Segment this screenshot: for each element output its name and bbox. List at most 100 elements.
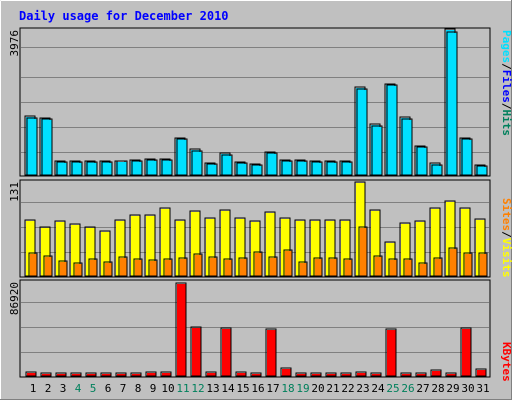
kbytes-bar-outline [85,372,97,377]
kbytes-bar-outline [70,372,82,377]
sites-bar [375,257,382,276]
x-tick-label: 2 [45,382,52,395]
sites-bar [345,260,352,276]
kbytes-bar-outline [130,372,142,377]
visits-bar [131,216,140,276]
sites-bar-outline [313,257,323,277]
sites-bar-outline [208,256,218,277]
visits-bar [221,211,230,276]
visits-bar [26,221,35,276]
x-tick-label: 11 [176,382,189,395]
kbytes-bar-outline [205,371,217,377]
kbytes-bar [387,330,396,376]
files-bar-outline [191,150,203,176]
kbytes-bar-outline [160,371,172,377]
x-tick-label: 25 [386,382,399,395]
visits-bar [371,211,380,276]
kbytes-bar-outline [385,328,397,377]
files-bar [73,163,82,175]
x-tick-label: 1 [30,382,37,395]
kbytes-bar-outline [460,327,472,377]
files-bar [463,140,472,175]
legend-hits: Hits [500,110,512,137]
sites-bar [75,264,82,276]
kbytes-bar [312,374,321,376]
kbytes-bar [462,329,471,376]
x-tick-label: 10 [161,382,174,395]
kbytes-bar [87,374,96,376]
x-tick-label: 3 [60,382,67,395]
x-tick-label: 15 [236,382,249,395]
sites-bar [105,263,112,276]
visits-bar [326,221,335,276]
x-tick-label: 23 [356,382,369,395]
sites-bar-outline [403,258,413,277]
visits-bar [236,219,245,276]
kbytes-bar-outline [145,371,157,377]
x-tick-label: 21 [326,382,339,395]
kbytes-bar [102,374,111,376]
files-bar [58,163,67,175]
kbytes-bar [447,374,456,376]
sites-bar-outline [73,262,83,277]
files-bar-outline [251,164,263,176]
kbytes-bar [57,374,66,376]
files-bar [343,163,352,175]
sites-bar [180,259,187,276]
sites-bar [30,254,37,276]
files-bar [103,163,112,175]
files-bar-outline [56,161,68,176]
kbytes-bar-outline [370,372,382,377]
files-bar [403,120,412,175]
files-bar-outline [116,160,128,176]
kbytes-bar [267,330,276,376]
visits-bar [266,213,275,276]
kbytes-bar-outline [115,372,127,377]
visits-bar [416,222,425,276]
visits-bar [281,219,290,276]
sites-bar [465,254,472,276]
x-tick-label: 30 [461,382,474,395]
files-bar [433,166,442,175]
sites-bar-outline [178,257,188,277]
files-bar [178,140,187,175]
sites-bar-outline [433,257,443,277]
kbytes-bar-outline [235,371,247,377]
sites-bar-outline [58,260,68,277]
kbytes-bar-outline [220,327,232,377]
hits-panel-legend: Pages/Files/Hits [500,30,512,136]
files-bar-outline [401,118,413,176]
sites-bar-outline [43,255,53,277]
kbytes-bar [237,373,246,376]
visits-bar [401,224,410,276]
kbytes-panel [19,279,491,378]
kbytes-bar-outline [190,326,202,377]
files-bar [253,166,262,175]
sites-bar [360,228,367,276]
sites-bar [420,264,427,276]
sites-bar-outline [388,258,398,277]
sites-bar-outline [28,252,38,277]
files-bar-outline [296,160,308,176]
files-bar [373,127,382,175]
sites-bar [255,253,262,276]
kbytes-bar-outline [25,371,37,377]
visits-bar [176,221,185,276]
files-bar [478,167,487,175]
x-tick-label: 4 [75,382,82,395]
x-tick-label: 5 [90,382,97,395]
kbytes-bar [162,373,171,376]
visits-panel-legend: Sites/Visits [500,198,512,278]
sites-bar [150,261,157,276]
sites-bar [210,258,217,276]
files-bar [358,90,367,175]
sites-bar [435,259,442,276]
sites-bar-outline [463,252,473,277]
visits-bar [101,232,110,276]
files-bar-outline [236,162,248,176]
files-bar [193,152,202,175]
visits-bar [461,209,470,276]
x-tick-label: 26 [401,382,414,395]
sites-bar-outline [148,259,158,277]
kbytes-bar-outline [295,372,307,377]
